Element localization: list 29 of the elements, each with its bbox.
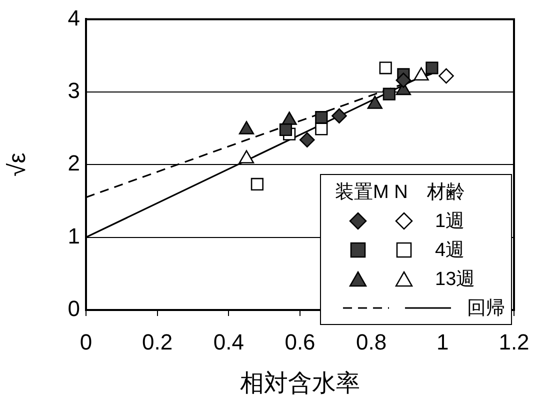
legend-label: 回帰 (466, 296, 505, 320)
y-tick-label: 4 (68, 5, 80, 30)
y-axis-title: √ε (4, 152, 32, 177)
x-tick-label: 0.2 (142, 329, 173, 354)
point (426, 62, 438, 74)
point (315, 111, 328, 124)
x-tick-label: 0.4 (213, 329, 244, 354)
point (332, 108, 347, 124)
y-tick-label: 2 (68, 150, 80, 176)
x-tick-label: 0.8 (356, 329, 387, 354)
y-tick-label: 3 (68, 78, 80, 103)
point (250, 178, 264, 191)
x-tick-label: 0.6 (284, 329, 316, 354)
x-tick-label: 1.2 (498, 329, 530, 354)
legend-label: 1週 (434, 210, 465, 234)
point (382, 88, 396, 100)
y-tick-label: 0 (68, 296, 80, 322)
legend-title: 装置M N 材齢 (334, 180, 466, 204)
point (438, 68, 454, 84)
point (396, 72, 412, 88)
legend-label: 13週 (434, 268, 476, 292)
point (279, 123, 292, 136)
point (379, 62, 392, 74)
legend-label: 4週 (434, 238, 465, 262)
y-tick-label: 1 (68, 223, 80, 248)
x-tick-label: 1 (436, 329, 449, 354)
x-axis-title: 相対含水率 (240, 370, 360, 398)
point (299, 132, 315, 148)
point (315, 122, 328, 136)
